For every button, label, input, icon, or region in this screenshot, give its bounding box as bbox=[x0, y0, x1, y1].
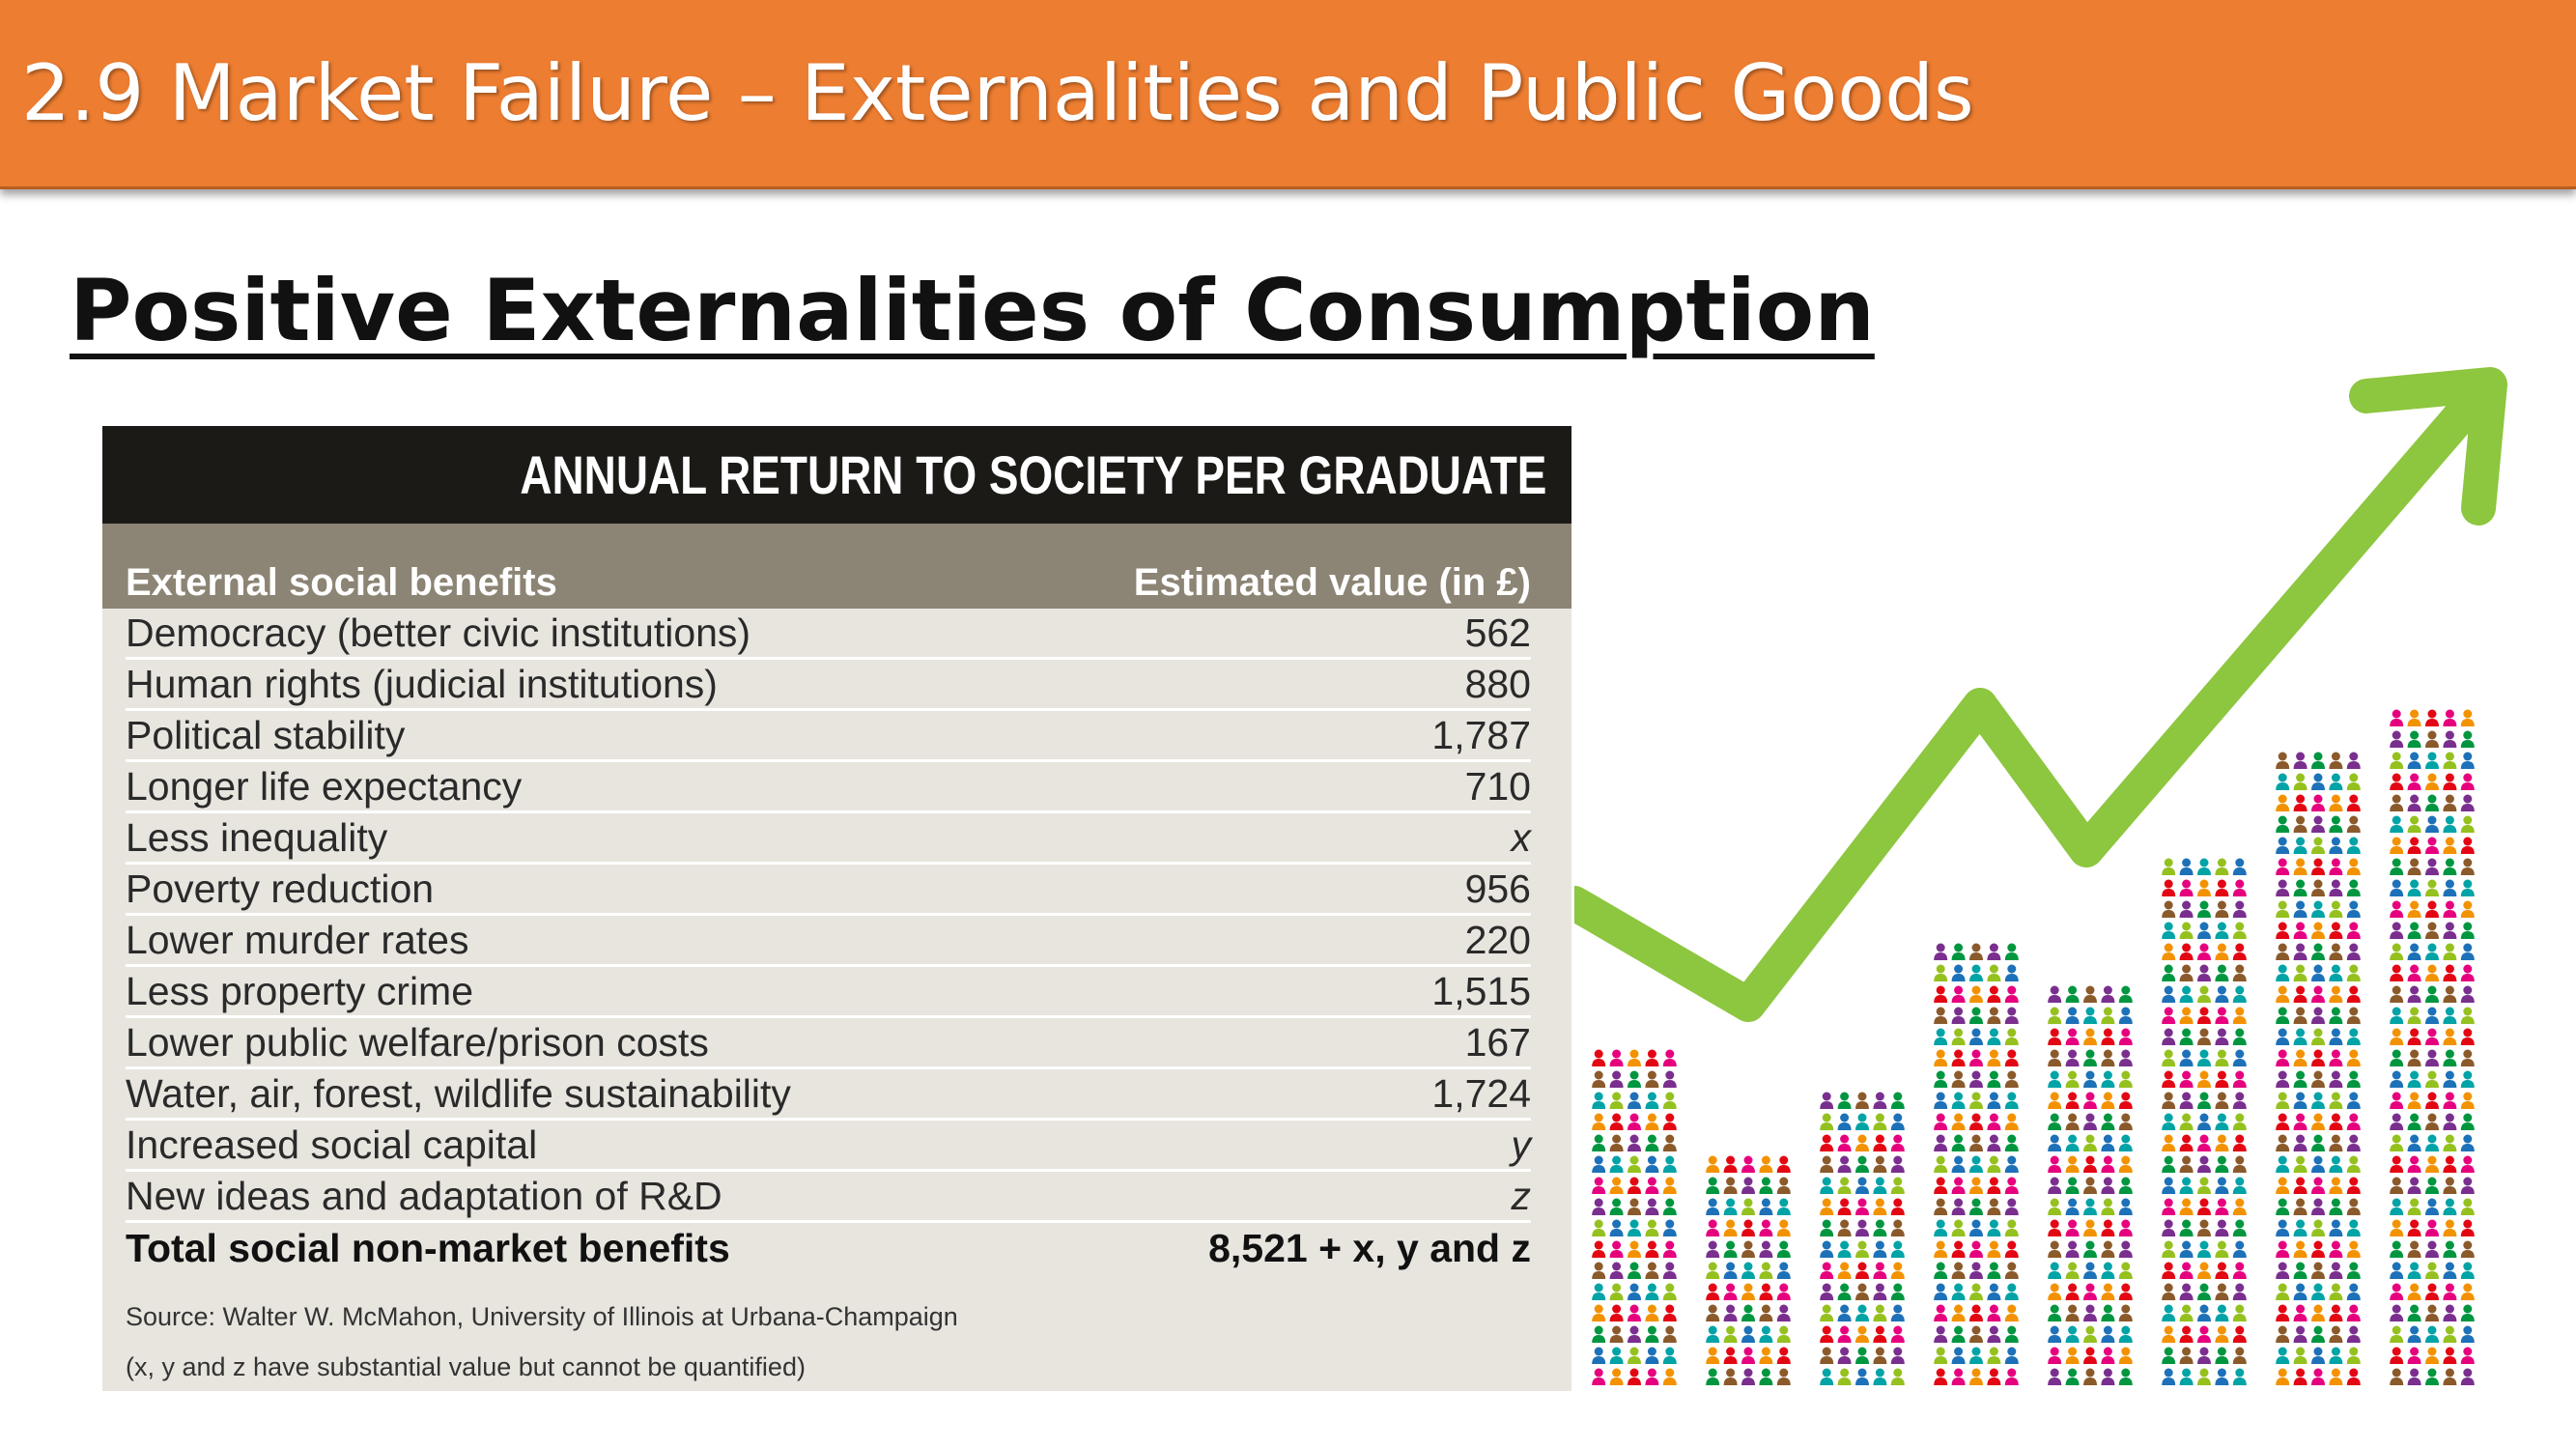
row-label: Lower public welfare/prison costs bbox=[126, 1019, 709, 1065]
row-value: 562 bbox=[1464, 610, 1531, 655]
slide-subheading: Positive Externalities of Consumption bbox=[70, 261, 1875, 360]
people-bar bbox=[2048, 985, 2133, 1385]
people-bar bbox=[1934, 943, 2019, 1385]
title-bar: 2.9 Market Failure – Externalities and P… bbox=[0, 0, 2576, 189]
table-row: Human rights (judicial institutions) 880 bbox=[126, 660, 1531, 711]
table-row: Less inequality x bbox=[126, 813, 1531, 865]
row-label: Increased social capital bbox=[126, 1122, 538, 1167]
table-heading: ANNUAL RETURN TO SOCIETY PER GRADUATE bbox=[519, 444, 1546, 505]
table-row: Poverty reduction 956 bbox=[126, 865, 1531, 916]
table-row: Political stability 1,787 bbox=[126, 711, 1531, 762]
table-row: Lower public welfare/prison costs 167 bbox=[126, 1018, 1531, 1069]
column-header-benefits: External social benefits bbox=[126, 561, 557, 604]
table-row: Longer life expectancy 710 bbox=[126, 762, 1531, 813]
row-label: Human rights (judicial institutions) bbox=[126, 661, 718, 706]
table-total-row: Total social non-market benefits 8,521 + … bbox=[126, 1223, 1531, 1274]
row-label: Less inequality bbox=[126, 814, 388, 860]
row-label: Water, air, forest, wildlife sustainabil… bbox=[126, 1070, 791, 1116]
people-bar bbox=[2276, 752, 2361, 1385]
row-value: 880 bbox=[1464, 661, 1531, 706]
row-value: 956 bbox=[1464, 866, 1531, 911]
table-row: Less property crime 1,515 bbox=[126, 967, 1531, 1018]
people-bar bbox=[2390, 709, 2475, 1385]
column-header-value: Estimated value (in £) bbox=[1133, 561, 1531, 604]
table-row: Water, air, forest, wildlife sustainabil… bbox=[126, 1069, 1531, 1121]
row-label: Lower murder rates bbox=[126, 917, 469, 962]
row-value: 1,724 bbox=[1431, 1070, 1531, 1116]
quantify-note: (x, y and z have substantial value but c… bbox=[126, 1352, 806, 1381]
table-row: Lower murder rates 220 bbox=[126, 916, 1531, 967]
row-label: Political stability bbox=[126, 712, 406, 757]
people-bar bbox=[2162, 858, 2247, 1385]
table-row: Democracy (better civic institutions) 562 bbox=[126, 609, 1531, 660]
people-bar bbox=[1706, 1155, 1791, 1385]
table-column-header: External social benefits Estimated value… bbox=[102, 524, 1571, 609]
row-label: Poverty reduction bbox=[126, 866, 435, 911]
slide-title: 2.9 Market Failure – Externalities and P… bbox=[21, 48, 1974, 138]
growth-arrow-line bbox=[1574, 379, 2495, 1022]
benefits-table: ANNUAL RETURN TO SOCIETY PER GRADUATE Ex… bbox=[102, 426, 1571, 1391]
growth-illustration bbox=[1574, 367, 2507, 1385]
table-heading-bar: ANNUAL RETURN TO SOCIETY PER GRADUATE bbox=[102, 426, 1571, 524]
people-bar bbox=[1592, 1049, 1677, 1385]
row-label: New ideas and adaptation of R&D bbox=[126, 1173, 722, 1218]
row-value: 1,515 bbox=[1431, 968, 1531, 1013]
row-value: 1,787 bbox=[1431, 712, 1531, 757]
growth-arrow-head bbox=[2349, 367, 2507, 526]
row-value: y bbox=[1511, 1122, 1532, 1167]
table-footnotes: Source: Walter W. McMahon, University of… bbox=[102, 1274, 1571, 1392]
row-label: Longer life expectancy bbox=[126, 763, 523, 809]
row-value: 167 bbox=[1464, 1019, 1531, 1065]
row-label: Less property crime bbox=[126, 968, 474, 1013]
table-row: Increased social capital y bbox=[126, 1121, 1531, 1172]
table-body: Democracy (better civic institutions) 562… bbox=[102, 609, 1571, 1274]
people-bar bbox=[1820, 1092, 1905, 1385]
row-value: z bbox=[1511, 1173, 1532, 1218]
source-note: Source: Walter W. McMahon, University of… bbox=[126, 1302, 958, 1331]
total-value: 8,521 + x, y and z bbox=[1208, 1226, 1531, 1270]
row-value: x bbox=[1511, 814, 1532, 860]
row-label: Democracy (better civic institutions) bbox=[126, 610, 751, 655]
table-row: New ideas and adaptation of R&D z bbox=[126, 1172, 1531, 1223]
row-value: 220 bbox=[1464, 917, 1531, 962]
row-value: 710 bbox=[1464, 763, 1531, 809]
total-label: Total social non-market benefits bbox=[126, 1226, 730, 1270]
